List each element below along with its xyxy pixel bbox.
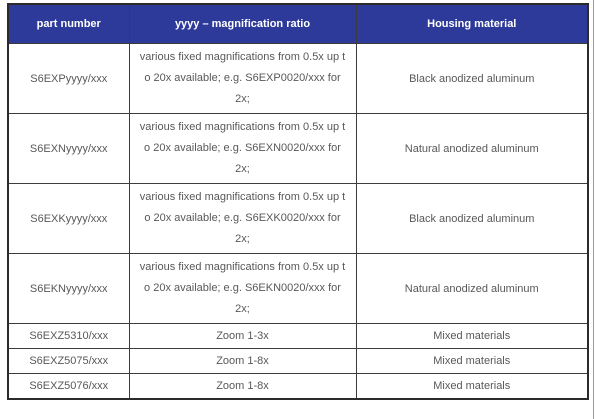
header-cell-housing-material: Housing material <box>355 3 589 44</box>
part-number-cell: S6EXZ5075/xxx <box>7 348 130 374</box>
magnification-cell: various fixed magnifications from 0.5x u… <box>128 43 357 114</box>
header-row: part number yyyy – magnification ratio H… <box>7 3 589 44</box>
magnification-cell: Zoom 1-8x <box>128 348 357 374</box>
table-row: S6EXKyyyy/xxx various fixed magnificatio… <box>7 183 589 254</box>
magnification-cell: various fixed magnifications from 0.5x u… <box>128 183 357 254</box>
page-edge-divider <box>593 0 594 419</box>
table-row: S6EXNyyyy/xxx various fixed magnificatio… <box>7 113 589 184</box>
part-number-cell: S6EKNyyyy/xxx <box>7 253 130 324</box>
material-cell: Mixed materials <box>355 373 589 400</box>
table-row: S6EXZ5076/xxx Zoom 1-8x Mixed materials <box>7 373 589 400</box>
header-cell-magnification-ratio: yyyy – magnification ratio <box>128 3 357 44</box>
part-number-cell: S6EXZ5076/xxx <box>7 373 130 400</box>
part-number-cell: S6EXNyyyy/xxx <box>7 113 130 184</box>
material-cell: Natural anodized aluminum <box>355 253 589 324</box>
magnification-cell: Zoom 1-8x <box>128 373 357 400</box>
magnification-cell: Zoom 1-3x <box>128 323 357 349</box>
header-cell-part-number: part number <box>7 3 130 44</box>
material-cell: Natural anodized aluminum <box>355 113 589 184</box>
table-row: S6EXZ5075/xxx Zoom 1-8x Mixed materials <box>7 348 589 374</box>
part-number-cell: S6EXZ5310/xxx <box>7 323 130 349</box>
part-number-spec-table: part number yyyy – magnification ratio H… <box>7 3 589 400</box>
part-number-cell: S6EXPyyyy/xxx <box>7 43 130 114</box>
table-row: S6EXZ5310/xxx Zoom 1-3x Mixed materials <box>7 323 589 349</box>
material-cell: Black anodized aluminum <box>355 43 589 114</box>
material-cell: Mixed materials <box>355 323 589 349</box>
table-row: S6EKNyyyy/xxx various fixed magnificatio… <box>7 253 589 324</box>
magnification-cell: various fixed magnifications from 0.5x u… <box>128 113 357 184</box>
material-cell: Black anodized aluminum <box>355 183 589 254</box>
magnification-cell: various fixed magnifications from 0.5x u… <box>128 253 357 324</box>
table-row: S6EXPyyyy/xxx various fixed magnificatio… <box>7 43 589 114</box>
part-number-cell: S6EXKyyyy/xxx <box>7 183 130 254</box>
material-cell: Mixed materials <box>355 348 589 374</box>
